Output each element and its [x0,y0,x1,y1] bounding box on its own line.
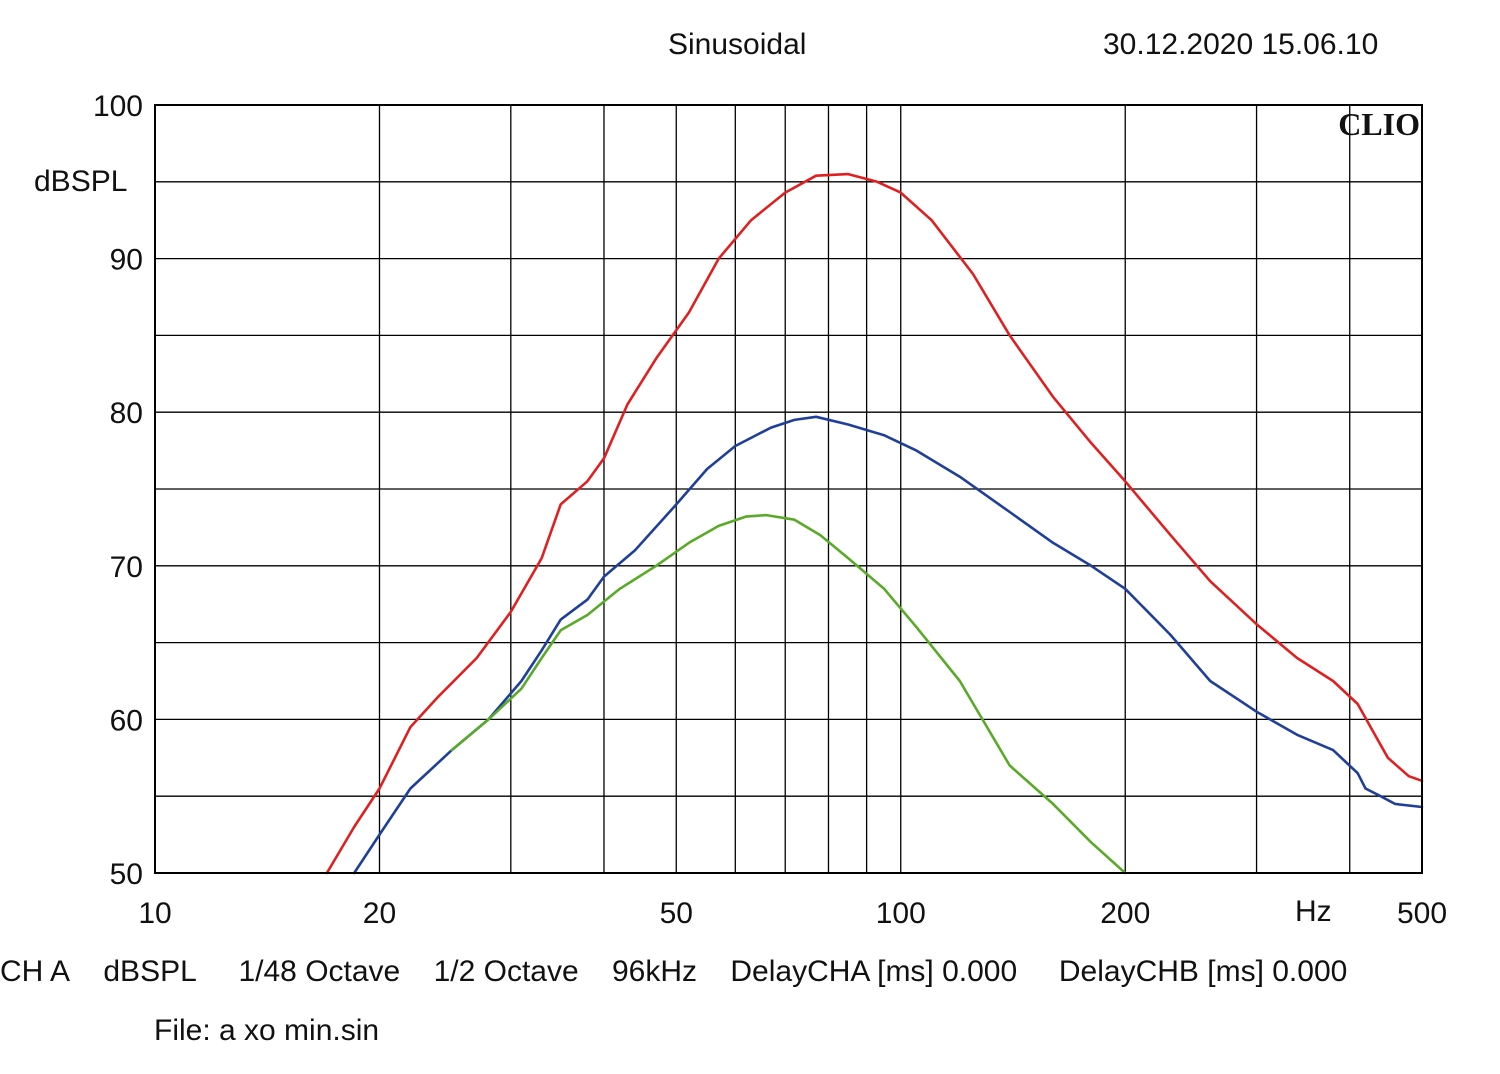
y-axis-label: dBSPL [34,165,128,198]
x-axis-unit: Hz [1295,895,1332,928]
file-name: File: a xo min.sin [154,1014,380,1047]
footer-channel: CH A [0,955,71,988]
y-tick-label: 70 [110,551,143,584]
footer-resolution: 1/48 Octave [238,955,401,988]
series-line-2 [352,415,1424,875]
y-tick-label: 50 [110,858,143,891]
x-tick-label: 200 [1100,897,1150,930]
y-tick-label: 100 [93,90,143,123]
series-line-1 [325,172,1424,875]
plot-frame [154,104,1423,874]
brand-logo: CLIO [1338,106,1420,142]
x-tick-label: 50 [660,897,693,930]
x-tick-label: 500 [1397,897,1447,930]
x-tick-label: 20 [363,897,396,930]
footer-delay-a: DelayCHA [ms] 0.000 [730,955,1018,988]
y-tick-label: 90 [110,244,143,277]
y-tick-label: 80 [110,397,143,430]
series-line-3 [450,513,1127,875]
x-tick-label: 100 [876,897,926,930]
footer-smoothing: 1/2 Octave [433,955,579,988]
x-tick-label: 10 [138,897,171,930]
footer-rate: 96kHz [612,955,698,988]
footer-settings: CH A dBSPL 1/48 Octave 1/2 Octave 96kHz … [0,955,1347,989]
footer-unit: dBSPL [103,955,197,988]
tick-labels: 10 20 50 100 200 500 50 60 70 80 90 100 [93,90,1447,930]
chart-title: Sinusoidal [668,28,807,61]
footer-delay-b: DelayCHB [ms] 0.000 [1058,955,1348,988]
grid [155,105,1422,873]
y-tick-label: 60 [110,704,143,737]
timestamp: 30.12.2020 15.06.10 [1103,28,1379,61]
series-group [325,172,1424,875]
